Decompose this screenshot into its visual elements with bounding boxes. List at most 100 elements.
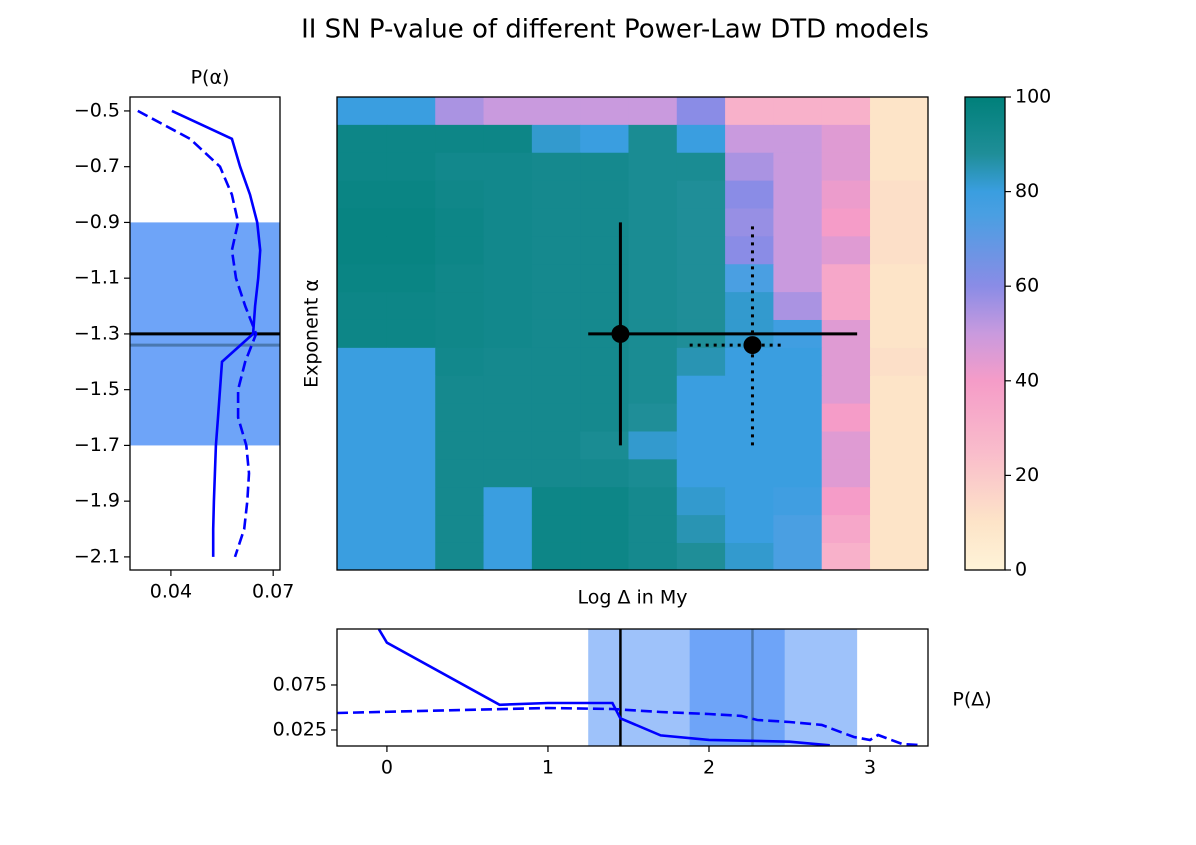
heatmap-cell (337, 431, 388, 460)
heatmap-cell (821, 208, 871, 237)
heatmap-cell (337, 208, 388, 237)
heatmap-cell (870, 542, 929, 571)
point (611, 324, 630, 343)
heatmap-cell (580, 459, 629, 488)
heatmap-cell (870, 292, 929, 321)
heatmap-cell (870, 487, 929, 516)
heatmap-cell (337, 124, 388, 154)
heatmap-cell (531, 487, 581, 516)
heatmap-cell (337, 515, 388, 544)
heatmap-cell (435, 375, 485, 405)
heatmap-cell (725, 375, 774, 405)
axes-frame (336, 628, 929, 747)
heatmap-cell (337, 459, 388, 488)
heatmap-cell (676, 208, 726, 237)
heatmap-cell (531, 180, 581, 209)
colorbar-tick-label: 60 (1015, 275, 1039, 297)
heatmap-cell (870, 347, 929, 377)
heatmap-cell (435, 97, 485, 126)
heatmap-cell (483, 236, 533, 265)
heatmap-cell (531, 236, 581, 265)
heatmap-cell (531, 375, 581, 405)
y-tick-label: −0.7 (74, 155, 120, 177)
heatmap-cell (435, 319, 485, 349)
heatmap-cell (725, 152, 774, 182)
heatmap-cell (870, 180, 929, 209)
heatmap-cell (821, 347, 871, 377)
heatmap-cell (386, 264, 436, 293)
heatmap-cell (628, 152, 678, 182)
y-tick-label: −1.9 (74, 490, 120, 512)
y-axis-label: P(Δ) (952, 689, 991, 711)
heatmap-cell (386, 292, 436, 321)
heatmap-cell (773, 124, 823, 154)
heatmap-cell (725, 459, 774, 488)
heatmap-cell (821, 459, 871, 488)
x-tick-label: 2 (703, 757, 715, 779)
heatmap-cell (821, 431, 871, 460)
heatmap-cell (580, 124, 629, 154)
heatmap-cell (337, 487, 388, 516)
heatmap-cell (821, 97, 871, 126)
heatmap-cell (386, 319, 436, 349)
heatmap-cell (821, 515, 871, 544)
heatmap-cell (386, 236, 436, 265)
plot-area (337, 629, 919, 746)
series-line (377, 629, 830, 746)
heatmap-cell (531, 208, 581, 237)
y-tick-label: −1.5 (74, 378, 120, 400)
heatmap-cell (773, 180, 823, 209)
heatmap-cell (435, 180, 485, 209)
y-tick-label: −1.7 (74, 434, 120, 456)
heatmap-cell (483, 180, 533, 209)
colorbar-tick-label: 40 (1015, 369, 1039, 391)
heatmap-cell (725, 542, 774, 571)
heatmap-cell (725, 236, 774, 265)
axes-frame (336, 96, 929, 571)
heatmap-cell (483, 208, 533, 237)
heatmap-cell (435, 347, 485, 377)
heatmap-cell (580, 152, 629, 182)
heatmap-cell (773, 542, 823, 571)
heatmap-cell (628, 236, 678, 265)
heatmap-cell (870, 375, 929, 405)
heatmap-cell (483, 319, 533, 349)
series-line (171, 109, 262, 557)
series-line (137, 109, 258, 558)
heatmap-cell (870, 208, 929, 237)
heatmap-cell (628, 264, 678, 293)
heatmap-cell (628, 403, 678, 432)
heatmap-cell (531, 403, 581, 432)
heatmap-cell (628, 180, 678, 209)
heatmap-cell (435, 542, 485, 571)
heatmap-cell (821, 180, 871, 209)
heatmap-cell (870, 152, 929, 182)
x-axis-label: Log Δ in My (577, 587, 687, 609)
heatmap-cell (435, 208, 485, 237)
y-tick-label: −1.1 (74, 267, 120, 289)
heatmap-cell (676, 292, 726, 321)
heatmap-cell (483, 459, 533, 488)
heatmap-cell (386, 515, 436, 544)
y-tick-label: −0.5 (74, 99, 120, 121)
heatmap-cell (435, 124, 485, 154)
heatmap-cell (580, 487, 629, 516)
heatmap-cell (628, 375, 678, 405)
x-tick-label: 0.04 (150, 581, 192, 603)
heatmap-cell (821, 264, 871, 293)
heatmap-cell (531, 152, 581, 182)
heatmap-cell (725, 97, 774, 126)
heatmap-cell (386, 347, 436, 377)
heatmap-cell (531, 292, 581, 321)
heatmap-cell (337, 403, 388, 432)
heatmap-cell (531, 431, 581, 460)
heatmap-cell (337, 97, 388, 126)
heatmap-cell (483, 542, 533, 571)
heatmap-cell (725, 264, 774, 293)
heatmap-cell (580, 542, 629, 571)
heatmap-cell (870, 97, 929, 126)
heatmap-cell (386, 124, 436, 154)
series-line (337, 706, 919, 746)
heatmap-cell (435, 292, 485, 321)
heatmap-cell (628, 347, 678, 377)
